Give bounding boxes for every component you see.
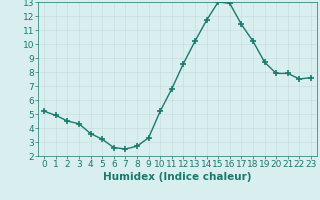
X-axis label: Humidex (Indice chaleur): Humidex (Indice chaleur) bbox=[103, 172, 252, 182]
